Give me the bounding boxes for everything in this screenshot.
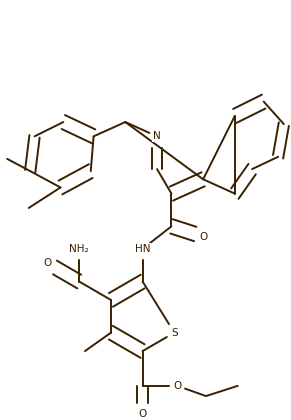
Text: S: S: [171, 328, 178, 338]
Text: N: N: [153, 131, 161, 142]
Text: O: O: [199, 231, 207, 241]
Text: NH₂: NH₂: [69, 244, 89, 254]
Text: O: O: [173, 381, 181, 391]
Text: HN: HN: [135, 244, 150, 254]
Text: O: O: [43, 258, 52, 268]
Text: O: O: [139, 410, 147, 420]
